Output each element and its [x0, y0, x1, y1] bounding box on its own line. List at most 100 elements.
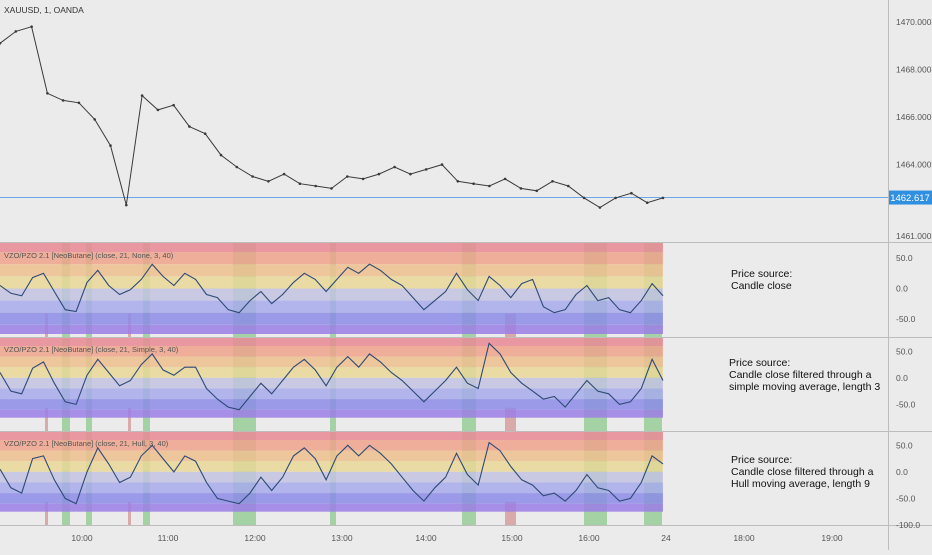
price-tick-label: 1461.000 [896, 231, 932, 241]
price-point [219, 153, 223, 157]
price-tick-label: 1470.000 [896, 17, 932, 27]
pane3-title: VZO/PZO 2.1 [NeoButane] (close, 21, Hull… [4, 439, 169, 448]
price-point [503, 177, 507, 181]
red-signal-column [505, 407, 516, 431]
price-point [598, 206, 602, 209]
red-signal-column [505, 501, 516, 525]
price-point [330, 187, 333, 190]
price-point [567, 184, 570, 188]
price-point [188, 125, 191, 128]
zone-band [0, 367, 663, 378]
zone-band [0, 356, 663, 368]
time-axis-ticks: 10:00 11:00 12:00 13:00 14:00 15:00 16:00 24 18:… [71, 533, 843, 543]
zone-band [0, 388, 663, 400]
price-point [61, 99, 65, 102]
pane1-annotation: Price source: Candle close [731, 268, 792, 292]
price-point [424, 168, 428, 171]
annotation-line: Hull moving average, length 9 [731, 478, 870, 490]
pane3-annotation: Price source: Candle close filtered thro… [731, 454, 873, 490]
oscillator-line [0, 441, 664, 505]
price-point [551, 180, 554, 183]
price-point [377, 172, 381, 176]
price-point [203, 132, 207, 135]
last-price-badge: 1462.617 [889, 190, 932, 205]
red-signal-column [45, 407, 48, 431]
red-signal-column [128, 407, 131, 431]
oscillator-lines [0, 263, 664, 505]
price-point [14, 30, 18, 33]
price-point [630, 191, 633, 195]
price-point [488, 184, 491, 188]
price-points [0, 25, 665, 209]
oscillator-tick-label: -50.0 [896, 314, 916, 324]
red-signal-column [45, 501, 48, 525]
annotation-line: Price source: [731, 268, 793, 280]
price-axis-ticks: 1461.000 1464.000 1466.000 1468.000 1470.000… [896, 17, 932, 530]
time-tick-label: 13:00 [331, 533, 353, 543]
zone-band [0, 377, 663, 389]
price-point [440, 163, 444, 166]
price-point [614, 196, 617, 200]
oscillator-tick-label: 0.0 [896, 373, 908, 383]
oscillator-tick-label: 50.0 [896, 440, 913, 450]
price-point [409, 172, 412, 176]
zone-band [0, 324, 663, 334]
zone-band [0, 264, 663, 277]
price-point [125, 203, 128, 207]
time-tick-label: 19:00 [821, 533, 843, 543]
oscillator-line [0, 342, 664, 411]
zone-band [0, 300, 663, 313]
price-point [346, 175, 349, 178]
price-tick-label: 1466.000 [896, 112, 932, 122]
price-point [298, 182, 302, 185]
red-signal-column [128, 501, 131, 525]
symbol-title: XAUUSD, 1, OANDA [4, 5, 84, 15]
zone-band [0, 312, 663, 325]
price-point [156, 108, 160, 112]
zone-band [0, 288, 663, 301]
oscillator-tick-label: 50.0 [896, 346, 913, 356]
time-tick-label: 15:00 [501, 533, 523, 543]
oscillator-tick-label: -50.0 [896, 399, 916, 409]
price-point [535, 189, 538, 193]
zone-band [0, 503, 663, 512]
price-point [267, 180, 270, 183]
pane2-title: VZO/PZO 2.1 [NeoButane] (close, 21, Simp… [4, 345, 179, 354]
pane2-annotation: Price source: Candle close filtered thro… [729, 357, 880, 393]
price-point [645, 201, 649, 204]
price-tick-label: 1464.000 [896, 160, 932, 170]
zone-band [0, 338, 663, 346]
price-point [582, 196, 586, 200]
zone-band [0, 493, 663, 504]
price-point [661, 196, 665, 200]
oscillator-tick-label: 0.0 [896, 284, 908, 294]
annotation-line: Candle close filtered through a [731, 466, 874, 478]
zone-band [0, 450, 663, 462]
price-point [314, 184, 318, 188]
price-point [282, 172, 286, 176]
price-point [93, 118, 96, 121]
time-tick-label: 14:00 [415, 533, 437, 543]
pane1-title: VZO/PZO 2.1 [NeoButane] (close, 21, None… [4, 251, 174, 260]
zone-band [0, 243, 663, 253]
price-point [109, 144, 112, 147]
price-point [172, 103, 175, 107]
price-tick-label: 1468.000 [896, 65, 932, 75]
time-tick-label: 24 [661, 533, 671, 543]
oscillator-tick-label: -100.0 [896, 520, 920, 530]
price-point [519, 187, 523, 190]
oscillator-tick-label: 0.0 [896, 467, 908, 477]
price-point [393, 165, 396, 169]
price-point [235, 165, 239, 169]
annotation-line: Price source: [731, 454, 793, 466]
price-pane[interactable] [0, 25, 888, 209]
zone-bands [0, 243, 663, 512]
price-point [361, 177, 365, 181]
time-tick-label: 12:00 [244, 533, 266, 543]
oscillator-line [0, 263, 664, 314]
price-point [456, 180, 460, 183]
last-price-badge-bg [889, 190, 932, 205]
zone-band [0, 276, 663, 289]
